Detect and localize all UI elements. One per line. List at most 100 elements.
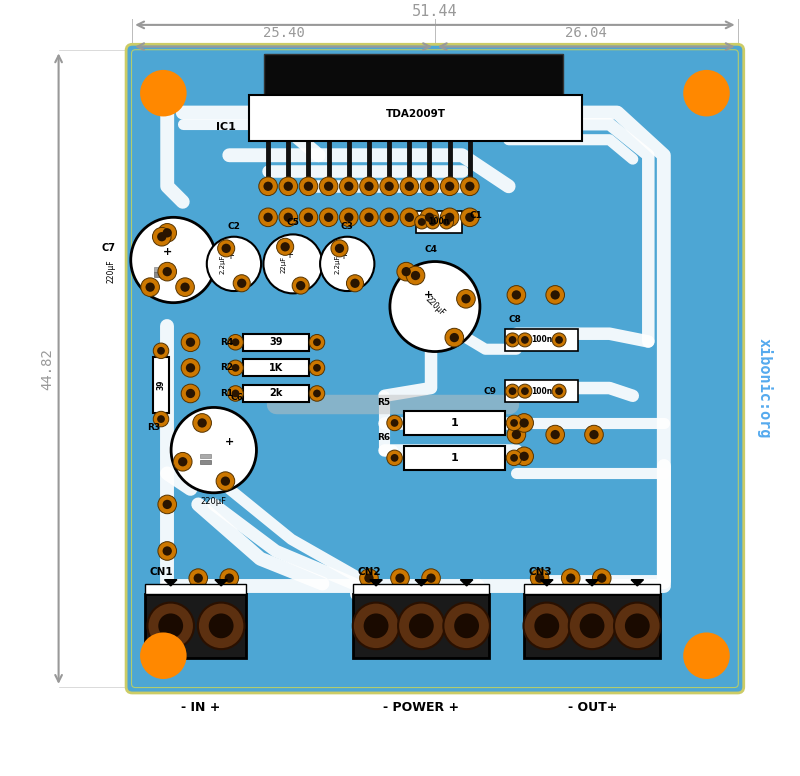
Circle shape: [228, 386, 243, 401]
Circle shape: [683, 632, 730, 679]
Circle shape: [523, 603, 570, 650]
Circle shape: [429, 218, 437, 226]
Circle shape: [296, 281, 306, 290]
Circle shape: [425, 213, 434, 222]
Circle shape: [263, 234, 322, 293]
Circle shape: [395, 573, 405, 583]
Circle shape: [313, 390, 321, 397]
Circle shape: [222, 244, 231, 253]
Circle shape: [158, 223, 177, 242]
Circle shape: [509, 336, 516, 344]
Circle shape: [319, 177, 338, 196]
Text: C2: C2: [227, 222, 240, 231]
Text: 2k: 2k: [270, 389, 283, 398]
Circle shape: [181, 359, 200, 377]
Circle shape: [552, 333, 566, 347]
Circle shape: [228, 360, 243, 376]
Text: 1K: 1K: [269, 363, 283, 372]
Circle shape: [304, 182, 313, 191]
Circle shape: [390, 262, 480, 352]
Circle shape: [405, 213, 414, 222]
Circle shape: [353, 603, 399, 650]
Circle shape: [450, 333, 459, 342]
Circle shape: [162, 500, 172, 509]
Text: 100n: 100n: [531, 386, 553, 396]
Circle shape: [420, 177, 438, 196]
Circle shape: [512, 290, 521, 300]
Text: C5: C5: [286, 218, 299, 227]
Text: R6: R6: [377, 433, 390, 442]
Circle shape: [400, 208, 418, 227]
Circle shape: [555, 387, 563, 395]
Circle shape: [162, 228, 172, 237]
Circle shape: [390, 569, 410, 587]
Bar: [243, 385, 310, 402]
Circle shape: [385, 182, 394, 191]
Circle shape: [198, 418, 206, 428]
Circle shape: [364, 573, 374, 583]
Circle shape: [506, 415, 522, 431]
Circle shape: [590, 430, 598, 439]
Bar: [264, 54, 563, 97]
Text: C3: C3: [341, 222, 354, 231]
Text: C4: C4: [425, 245, 438, 255]
Text: 51.44: 51.44: [412, 5, 458, 19]
Circle shape: [186, 338, 195, 347]
Circle shape: [232, 338, 239, 346]
Circle shape: [237, 279, 246, 288]
Bar: [505, 380, 578, 402]
Bar: [146, 584, 246, 594]
Circle shape: [465, 182, 474, 191]
Circle shape: [310, 360, 325, 376]
Circle shape: [385, 213, 394, 222]
Circle shape: [506, 333, 519, 347]
Text: CN2: CN2: [358, 566, 381, 577]
Circle shape: [387, 450, 402, 466]
Circle shape: [535, 573, 544, 583]
Circle shape: [566, 573, 575, 583]
Circle shape: [398, 603, 445, 650]
Circle shape: [364, 182, 374, 191]
Circle shape: [258, 177, 278, 196]
Circle shape: [181, 333, 200, 352]
Bar: [146, 594, 246, 658]
Text: 1: 1: [450, 418, 458, 428]
Circle shape: [550, 430, 560, 439]
Circle shape: [510, 419, 518, 427]
Polygon shape: [165, 580, 177, 586]
Circle shape: [555, 336, 563, 344]
Circle shape: [344, 213, 354, 222]
Circle shape: [390, 454, 398, 462]
Circle shape: [506, 450, 522, 466]
Circle shape: [425, 182, 434, 191]
Circle shape: [454, 614, 479, 639]
Text: 22μF: 22μF: [281, 255, 286, 272]
Circle shape: [350, 279, 360, 288]
Text: R3: R3: [147, 423, 161, 432]
Circle shape: [232, 364, 239, 372]
Circle shape: [154, 343, 169, 359]
Circle shape: [218, 240, 234, 257]
Text: 1: 1: [450, 453, 458, 462]
Circle shape: [518, 333, 532, 347]
Circle shape: [157, 232, 166, 241]
Circle shape: [614, 603, 661, 650]
Circle shape: [130, 217, 216, 303]
Text: +: +: [285, 250, 293, 259]
Circle shape: [209, 614, 234, 639]
Circle shape: [414, 215, 429, 229]
Text: 100n: 100n: [428, 217, 450, 227]
Circle shape: [530, 569, 549, 587]
Circle shape: [364, 614, 389, 639]
Bar: [243, 334, 310, 351]
Circle shape: [521, 387, 529, 395]
Circle shape: [593, 569, 611, 587]
FancyBboxPatch shape: [126, 44, 744, 693]
Circle shape: [313, 364, 321, 372]
Circle shape: [233, 275, 250, 292]
Circle shape: [225, 573, 234, 583]
Circle shape: [146, 282, 155, 292]
Circle shape: [390, 419, 398, 427]
Text: CN1: CN1: [150, 566, 173, 577]
Circle shape: [174, 452, 192, 471]
